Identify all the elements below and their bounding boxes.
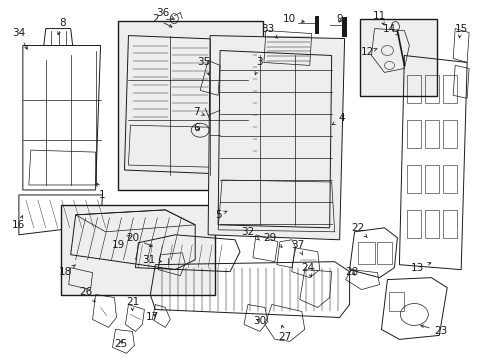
Text: 1: 1: [97, 183, 105, 200]
Text: 23: 23: [420, 325, 447, 336]
Text: 32: 32: [241, 227, 259, 240]
Text: 15: 15: [454, 24, 467, 38]
Bar: [341, 17, 346, 37]
Polygon shape: [208, 36, 344, 240]
Bar: [407, 75, 421, 103]
Text: 10: 10: [283, 14, 304, 24]
Text: 16: 16: [12, 216, 25, 230]
Bar: [442, 75, 456, 103]
Text: 7: 7: [192, 107, 204, 117]
Text: 33: 33: [261, 24, 277, 39]
Bar: [377, 242, 392, 264]
Text: 8: 8: [58, 18, 66, 35]
Bar: [425, 210, 438, 238]
Text: 13: 13: [410, 262, 430, 273]
Text: 6: 6: [192, 123, 199, 133]
Text: 28: 28: [344, 267, 358, 276]
Bar: [61, 205, 215, 294]
Text: 20: 20: [125, 233, 152, 247]
Text: 34: 34: [12, 28, 27, 49]
Text: 30: 30: [253, 316, 266, 327]
Bar: [407, 120, 421, 148]
Bar: [388, 292, 404, 311]
Text: 12: 12: [360, 48, 376, 58]
Text: 4: 4: [332, 113, 344, 125]
Text: 37: 37: [290, 240, 304, 255]
Text: 36: 36: [155, 8, 174, 19]
Text: 27: 27: [278, 325, 291, 342]
Text: 17: 17: [145, 312, 159, 323]
Bar: [425, 165, 438, 193]
Bar: [425, 75, 438, 103]
Text: 19: 19: [112, 235, 130, 250]
Text: 18: 18: [59, 265, 75, 276]
Bar: [442, 165, 456, 193]
Text: 22: 22: [350, 223, 366, 238]
Bar: [442, 210, 456, 238]
Text: 3: 3: [254, 58, 263, 75]
Text: 29: 29: [263, 233, 282, 247]
Bar: [357, 242, 375, 264]
Text: 31: 31: [142, 255, 161, 265]
Text: 21: 21: [125, 297, 139, 311]
Text: 11: 11: [372, 11, 386, 25]
Bar: [442, 120, 456, 148]
Text: 9: 9: [336, 14, 342, 24]
Bar: [118, 21, 263, 190]
Text: 5: 5: [214, 210, 226, 220]
Text: 2: 2: [152, 14, 172, 27]
Text: 25: 25: [114, 339, 127, 349]
Text: 26: 26: [79, 287, 95, 302]
Text: 24: 24: [301, 263, 314, 277]
Bar: [407, 210, 421, 238]
Bar: [407, 165, 421, 193]
Bar: [359, 19, 436, 96]
Bar: [314, 15, 318, 33]
Bar: [425, 120, 438, 148]
Text: 14: 14: [382, 24, 398, 35]
Text: 35: 35: [197, 58, 210, 75]
